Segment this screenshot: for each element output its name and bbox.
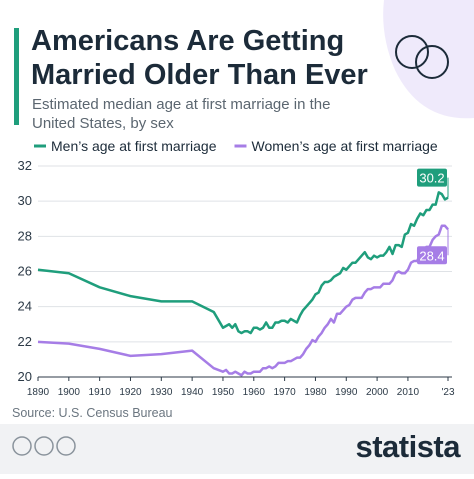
- legend-label: Men’s age at first marriage: [51, 138, 217, 154]
- cc-icon: [12, 436, 32, 456]
- nd-icon: [56, 436, 76, 456]
- x-tick-label: 1900: [58, 387, 81, 398]
- x-tick-label: 2010: [397, 387, 420, 398]
- chart-subtitle: Estimated median age at first marriage i…: [32, 96, 331, 132]
- x-tick-label: 1910: [89, 387, 112, 398]
- corner-shape: [383, 0, 474, 119]
- line-series: [37, 224, 449, 377]
- y-tick-label: 22: [18, 334, 32, 349]
- ring-icon: [415, 45, 449, 79]
- chart-title: Americans Are Getting Married Older Than…: [31, 25, 368, 91]
- x-tick-label: 1960: [243, 387, 266, 398]
- x-tick-label: 1950: [212, 387, 235, 398]
- x-tick-label: 1980: [304, 387, 327, 398]
- value-label: 30.2: [419, 171, 444, 186]
- value-label: 28.4: [419, 248, 444, 263]
- footer: [0, 424, 474, 474]
- value-label-box: [417, 246, 447, 265]
- x-tick-label: 1970: [273, 387, 296, 398]
- y-tick-label: 28: [18, 228, 32, 243]
- x-tick-label: 1990: [335, 387, 358, 398]
- x-tick-label: 1930: [150, 387, 173, 398]
- legend-label: Women’s age at first marriage: [251, 138, 437, 154]
- x-tick-label: 1940: [181, 387, 204, 398]
- x-tick-label: 1890: [27, 387, 50, 398]
- x-tick-label: '23: [441, 387, 454, 398]
- ring-icon: [395, 35, 429, 69]
- y-tick-label: 20: [18, 369, 32, 384]
- y-tick-label: 32: [18, 158, 32, 173]
- x-tick-label: 1920: [119, 387, 142, 398]
- line-series: [37, 191, 449, 335]
- accent-bar: [14, 28, 19, 125]
- value-label-box: [417, 168, 447, 187]
- source: Source: U.S. Census Bureau: [12, 406, 173, 420]
- license-icons: [12, 436, 76, 456]
- by-icon: [34, 436, 54, 456]
- brand-logo: statista: [355, 429, 460, 464]
- y-tick-label: 24: [18, 299, 32, 314]
- chart: 20 22 24 26 28 30 32 1890 1900 1910 1920 1930 1940 19…: [18, 138, 455, 398]
- y-tick-label: 26: [18, 264, 32, 279]
- y-tick-label: 30: [18, 193, 32, 208]
- x-tick-label: 2000: [366, 387, 389, 398]
